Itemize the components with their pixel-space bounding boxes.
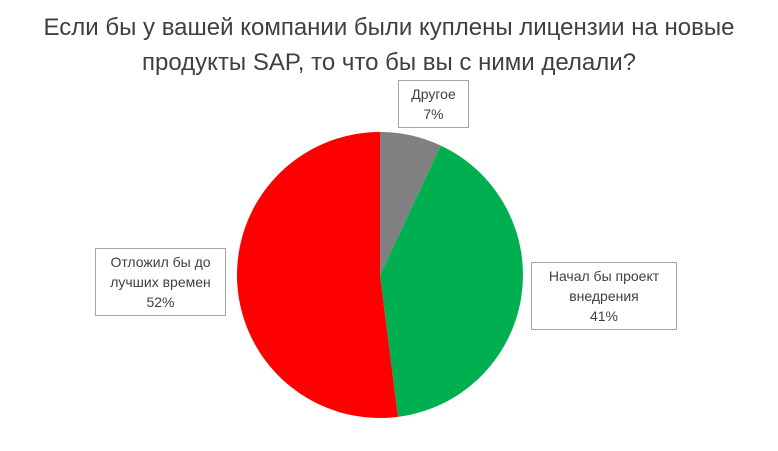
label-value: 52% [146,294,175,310]
data-label: Начал бы проект внедрения 41% [531,262,677,330]
data-label: Другое 7% [398,80,469,128]
chart-title: Если бы у вашей компании были куплены ли… [43,14,735,76]
label-value: 7% [423,106,444,122]
label-value: 41% [589,308,619,324]
label-name: Начал бы проект внедрения [548,268,660,304]
data-label: Отложил бы до лучших времен 52% [95,248,226,316]
pie-slice [380,132,441,275]
pie-slice [380,145,523,417]
pie-slice [237,132,398,418]
label-name: Другое [411,86,456,102]
label-name: Отложил бы до лучших времен [110,254,211,290]
